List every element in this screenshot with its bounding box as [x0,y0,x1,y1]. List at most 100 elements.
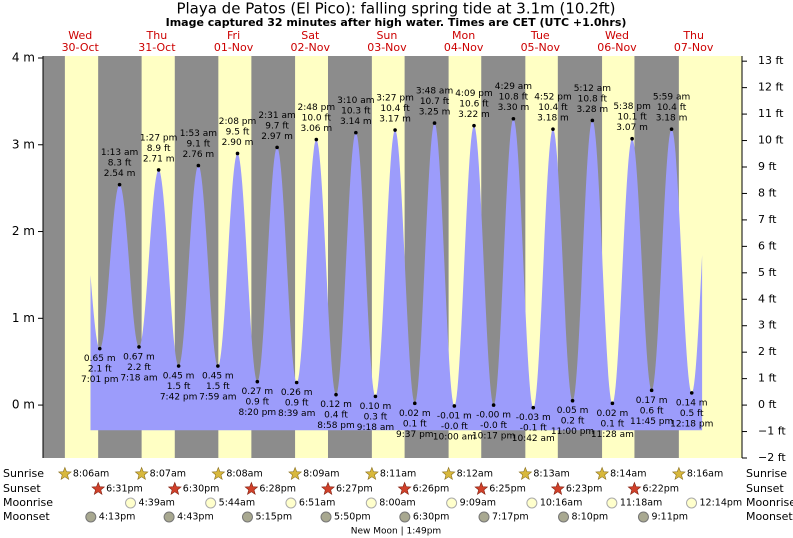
date-label: 31-Oct [138,41,176,54]
y2-tick-label: 2 ft [758,345,777,358]
y-tick-label: 2 m [12,224,35,238]
moonset-time: 4:43pm [177,512,214,523]
tide-label: 3.25 m [419,108,451,118]
y-tick-label: 0 m [12,398,35,412]
date-label: 06-Nov [597,41,637,54]
tide-label: 1:13 am [101,148,138,158]
moonset-time: 7:17pm [492,512,529,523]
tide-label: 0.1 ft [403,419,427,429]
tide-label: 0.45 m [163,372,195,382]
moonset-time: 5:15pm [255,512,292,523]
tide-label: 1.5 ft [167,382,191,392]
tide-label: 10:42 am [512,434,555,444]
tide-label: 11:00 pm [551,427,594,437]
tide-point [531,405,536,410]
tide-label: 10.8 ft [499,93,529,103]
sunrise-icon [57,466,72,480]
row-label: Moonrise [746,496,793,509]
tide-label: 0.1 ft [601,419,625,429]
moonset-icon [558,511,570,523]
tide-label: 9.5 ft [226,127,250,137]
tide-label: 0.27 m [241,387,273,397]
moonrise-icon [205,497,217,509]
date-label: 30-Oct [62,41,100,54]
y-tick-label: 3 m [12,137,35,151]
tide-label: 0.02 m [597,409,629,419]
sunrise-time: 8:11am [380,469,416,480]
tide-label: 2.1 ft [88,365,112,375]
moonset-icon [478,511,490,523]
sunset-icon [91,481,106,495]
tide-label: 0.2 ft [561,417,585,427]
tide-label: 0.10 m [360,402,392,412]
tide-point [669,127,674,131]
tide-point [196,163,201,168]
tide-label: 0.02 m [399,409,431,419]
tide-label: 4:09 pm [455,89,493,99]
moonrise-time: 9:09am [460,498,496,509]
row-label: Moonset [746,510,793,523]
tide-point [294,380,299,385]
moonrise-time: 4:39am [139,498,175,509]
moonset-time: 5:50pm [334,512,371,523]
tide-label: 3.22 m [458,110,490,120]
tide-label: 3:10 am [337,96,374,106]
y2-tick-label: 3 ft [758,319,777,332]
tide-label: 0.6 ft [640,406,664,416]
y2-tick-label: −2 ft [758,451,786,464]
tide-point [314,137,319,142]
date-label: 02-Nov [291,41,331,54]
sunset-icon [397,481,412,495]
sunrise-icon [671,466,686,480]
sunset-time: 6:30pm [183,484,220,495]
date-label: 01-Nov [214,41,254,54]
sunrise-icon [211,466,226,480]
tide-point [452,404,457,408]
tide-point [117,182,122,187]
tide-label: 3:27 pm [376,94,414,104]
moonset-time: 6:30pm [413,512,450,523]
moonrise-time: 6:51am [299,498,335,509]
tide-label: -0.0 ft [441,422,468,432]
moonset-icon [241,511,253,523]
sunset-icon [244,481,259,495]
tide-label: -0.1 ft [520,424,547,434]
tide-point [156,168,161,172]
moonrise-time: 12:14pm [700,498,743,509]
moonrise-icon [526,497,538,509]
moonset-time: 4:13pm [99,512,136,523]
y2-tick-label: −1 ft [758,425,786,438]
sunrise-time: 8:16am [687,469,723,480]
day-label: Wed [68,29,92,42]
sunrise-icon [518,466,533,480]
tide-label: 10.4 ft [380,104,410,114]
moonrise-icon [446,497,458,509]
tide-label: 2:08 pm [219,117,257,127]
tide-point [255,379,260,384]
moonrise-icon [365,497,377,509]
sunrise-time: 8:07am [150,469,186,480]
tide-label: 0.4 ft [324,411,348,421]
day-label: Fri [227,29,240,42]
moon-phase: New Moon | 1:49pm [351,527,441,537]
moonrise-icon [606,497,618,509]
sunset-icon [474,481,489,495]
moonrise-icon [125,497,137,509]
y2-tick-label: 12 ft [758,81,784,94]
tide-label: 7:01 pm [81,375,119,385]
tide-label: 10.3 ft [341,107,371,117]
y2-tick-label: 11 ft [758,107,784,120]
tide-label: 0.26 m [281,388,313,398]
tide-label: 5:12 am [574,84,611,94]
tide-label: 9.7 ft [265,121,289,131]
y2-tick-label: 1 ft [758,372,777,385]
tide-label: -0.01 m [437,411,472,421]
tide-label: 2:31 am [258,111,295,121]
row-label: Moonset [3,510,50,523]
tide-point [137,345,141,349]
sunset-time: 6:31pm [106,484,143,495]
tide-label: 8.9 ft [147,144,171,154]
sunset-time: 6:23pm [566,484,603,495]
tide-label: 0.65 m [84,354,116,364]
